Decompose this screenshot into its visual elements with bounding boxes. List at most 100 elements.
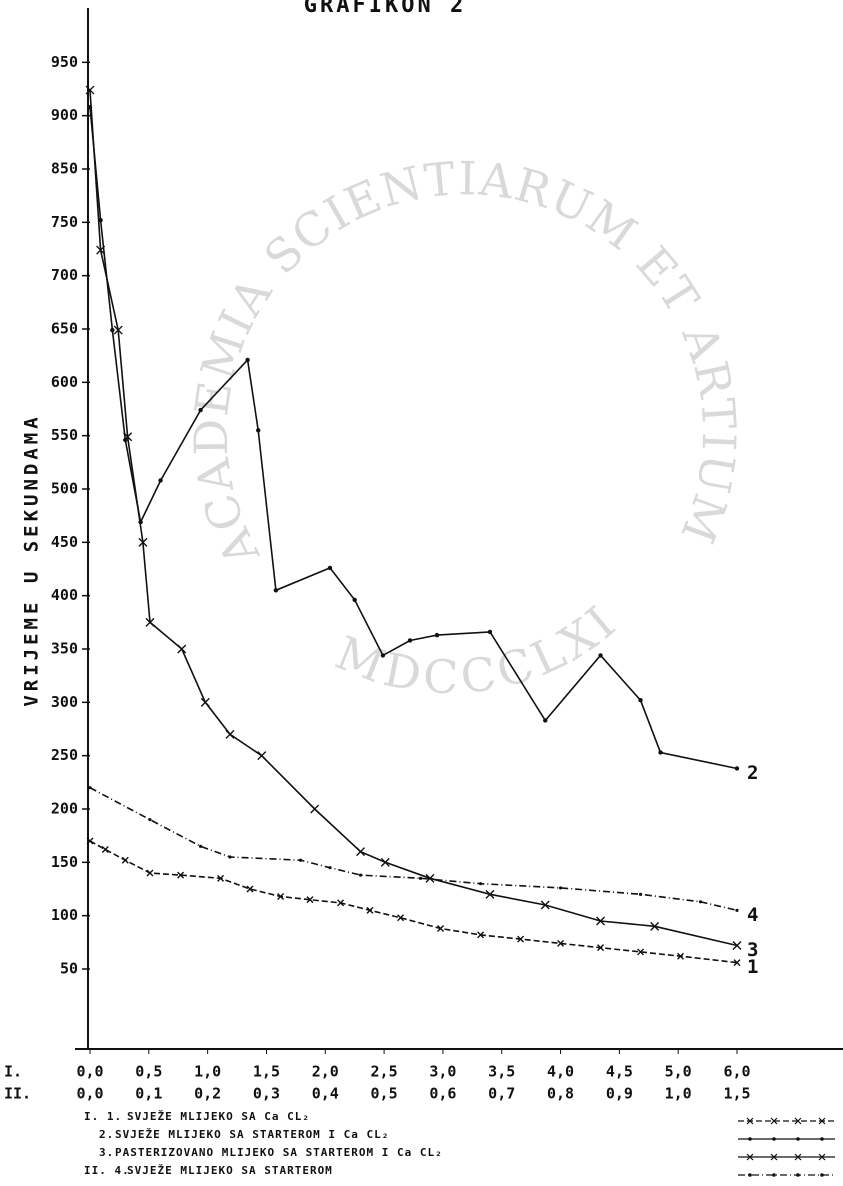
point	[598, 653, 602, 657]
point	[226, 730, 234, 738]
chart: ACADEMIA SCIENTIARUM ET ARTIUM CROATICA …	[0, 0, 843, 1186]
x-tick-label: 0,3	[253, 1085, 280, 1103]
series-end-label: 4	[747, 904, 758, 926]
legend-marker	[748, 1173, 752, 1177]
x-tick-label: 0,0	[76, 1085, 103, 1103]
x-tick-label: 3,5	[488, 1063, 515, 1081]
point	[102, 847, 108, 853]
point	[735, 766, 739, 770]
point	[201, 698, 209, 706]
x-tick-label: 0,5	[135, 1063, 162, 1081]
point	[122, 857, 128, 863]
series-end-label: 3	[747, 939, 758, 961]
legend-marker	[796, 1173, 800, 1177]
watermark-year: MDCCCLXI	[328, 594, 627, 704]
y-tick-label: 950	[51, 53, 78, 71]
legend-prefix: 3.	[99, 1146, 114, 1159]
x-row2-label: II.	[4, 1085, 31, 1103]
x-tick-label: 4,0	[547, 1063, 574, 1081]
point	[158, 478, 162, 482]
y-tick-label: 900	[51, 106, 78, 124]
point	[311, 805, 319, 813]
point	[178, 645, 186, 653]
point	[357, 848, 365, 856]
x-tick-label: 0,5	[371, 1085, 398, 1103]
y-tick-label: 700	[51, 266, 78, 284]
point	[88, 786, 91, 789]
point	[110, 328, 114, 332]
x-tick-label: 0,6	[429, 1085, 456, 1103]
series-line	[90, 841, 737, 963]
point	[328, 866, 331, 869]
y-tick-label: 850	[51, 160, 78, 178]
y-axis-label: VRIJEME U SEKUNDAMA	[21, 413, 43, 706]
point	[352, 598, 356, 602]
point	[735, 909, 738, 912]
legend-prefix: I. 1.	[84, 1110, 122, 1123]
x-tick-label: 6,0	[723, 1063, 750, 1081]
y-tick-label: 150	[51, 853, 78, 871]
watermark-text: ACADEMIA SCIENTIARUM ET ARTIUM CROATICA	[0, 0, 746, 575]
x-tick-label: 0,4	[312, 1085, 339, 1103]
point	[479, 882, 482, 885]
x-tick-label: 1,5	[723, 1085, 750, 1103]
series: 4	[88, 786, 758, 926]
x-tick-label: 3,0	[429, 1063, 456, 1081]
legend-label: SVJEŽE MLIJEKO SA STARTEROM	[127, 1164, 333, 1177]
legend-marker	[772, 1173, 776, 1177]
legend-marker	[820, 1173, 824, 1177]
point	[408, 638, 412, 642]
y-tick-label: 650	[51, 320, 78, 338]
legend-label: SVJEŽE MLIJEKO SA STARTEROM I Ca CL₂	[115, 1128, 389, 1141]
y-tick-label: 350	[51, 640, 78, 658]
legend-label: SVJEŽE MLIJEKO SA Ca CL₂	[127, 1110, 310, 1123]
point	[381, 653, 385, 657]
y-tick-label: 500	[51, 480, 78, 498]
series: 1	[87, 838, 758, 978]
series-line	[90, 788, 737, 911]
legend-marker	[772, 1137, 776, 1141]
legend-marker	[820, 1137, 824, 1141]
x-tick-label: 0,1	[135, 1085, 162, 1103]
y-tick-label: 300	[51, 693, 78, 711]
x-tick-label: 5,0	[665, 1063, 692, 1081]
y-tick-label: 750	[51, 213, 78, 231]
point	[328, 566, 332, 570]
x-tick-label: 0,9	[606, 1085, 633, 1103]
x-tick-label: 2,0	[312, 1063, 339, 1081]
point	[256, 428, 260, 432]
point	[658, 750, 662, 754]
point	[419, 877, 422, 880]
x-tick-label: 1,0	[665, 1085, 692, 1103]
y-tick-label: 250	[51, 746, 78, 764]
series-end-label: 2	[747, 762, 758, 784]
x-tick-label: 0,0	[76, 1063, 103, 1081]
point	[639, 893, 642, 896]
x-tick-label: 2,5	[371, 1063, 398, 1081]
point	[381, 858, 389, 866]
y-tick-label: 600	[51, 373, 78, 391]
y-tick-label: 100	[51, 906, 78, 924]
point	[258, 752, 266, 760]
watermark: ACADEMIA SCIENTIARUM ET ARTIUM CROATICA	[0, 0, 746, 575]
point	[245, 358, 249, 362]
point	[147, 870, 153, 876]
point	[699, 900, 702, 903]
y-tick-label: 50	[60, 960, 78, 978]
x-tick-label: 4,5	[606, 1063, 633, 1081]
y-tick-label: 200	[51, 800, 78, 818]
y-tick-label: 550	[51, 426, 78, 444]
y-tick-label: 450	[51, 533, 78, 551]
point	[199, 845, 202, 848]
x-tick-label: 0,7	[488, 1085, 515, 1103]
x-tick-label: 0,8	[547, 1085, 574, 1103]
y-tick-label: 400	[51, 586, 78, 604]
point	[638, 698, 642, 702]
legend-prefix: II. 4.	[84, 1164, 130, 1177]
point	[274, 588, 278, 592]
chart-title: GRAFIKON 2	[304, 0, 466, 18]
point	[198, 408, 202, 412]
x-tick-label: 0,2	[194, 1085, 221, 1103]
point	[543, 718, 547, 722]
series: 3	[86, 86, 758, 961]
